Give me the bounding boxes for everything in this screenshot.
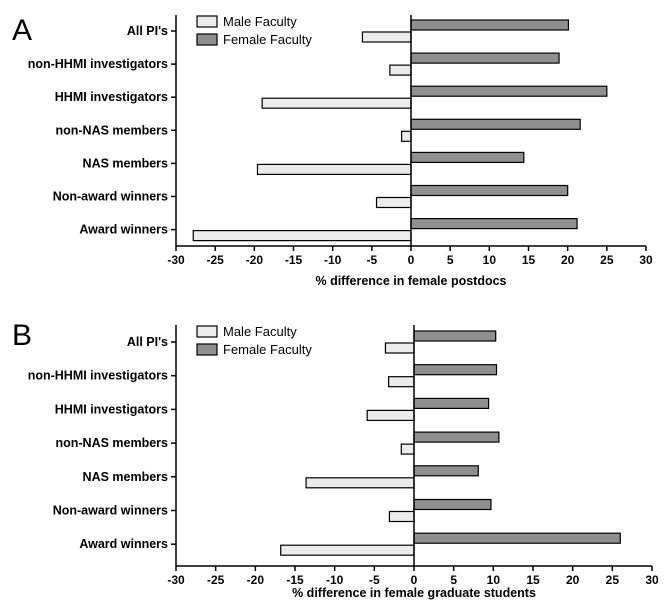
x-tick-label: -5: [366, 253, 377, 267]
x-tick-label: 30: [645, 573, 659, 587]
category-label: non-NAS members: [55, 123, 168, 137]
x-tick-label: 25: [600, 253, 614, 267]
category-label: All PI's: [127, 335, 168, 349]
x-tick-label: 20: [561, 253, 575, 267]
x-tick-label: 15: [522, 253, 536, 267]
category-label: Award winners: [79, 537, 168, 551]
bar-female-faculty: [410, 52, 560, 64]
bar-female-faculty: [413, 465, 479, 477]
chart-panel-a: A All PI's non-HHMI investigators HHMI inve…: [12, 14, 653, 288]
legend-swatch: [196, 33, 218, 46]
bar-female-faculty: [413, 330, 497, 342]
bar-female-faculty: [413, 431, 500, 443]
x-tick-label: 5: [447, 253, 454, 267]
x-axis-title: % difference in female graduate students: [292, 586, 536, 600]
bar-male-faculty: [280, 544, 415, 556]
bar-male-faculty: [384, 342, 415, 354]
x-tick-label: 0: [411, 573, 418, 587]
bar-female-faculty: [413, 364, 498, 376]
bar-female-faculty: [410, 151, 525, 163]
bar-female-faculty: [410, 85, 608, 97]
legend: Male Faculty Female Faculty: [196, 14, 312, 47]
bar-male-faculty: [305, 477, 415, 489]
legend: Male Faculty Female Faculty: [196, 324, 312, 357]
bar-male-faculty: [389, 64, 412, 76]
category-label: non-HHMI investigators: [28, 369, 168, 383]
x-tick-label: 10: [487, 573, 501, 587]
bar-male-faculty: [400, 443, 415, 455]
bar-male-faculty: [256, 163, 412, 175]
legend-label: Male Faculty: [223, 324, 297, 339]
x-tick-label: -5: [369, 573, 380, 587]
bar-male-faculty: [401, 130, 412, 142]
panel-label: B: [12, 319, 32, 352]
category-label: NAS members: [83, 156, 168, 170]
x-tick-label: -25: [207, 573, 225, 587]
x-tick-label: -15: [285, 253, 303, 267]
legend-swatch: [196, 343, 218, 356]
x-tick-label: -15: [286, 573, 304, 587]
bar-male-faculty: [192, 230, 412, 242]
category-label: Non-award winners: [53, 190, 168, 204]
category-label: HHMI investigators: [55, 402, 168, 416]
x-axis-title: % difference in female postdocs: [315, 274, 506, 288]
x-tick-label: 5: [450, 573, 457, 587]
bar-female-faculty: [413, 498, 492, 511]
bar-male-faculty: [375, 196, 412, 209]
x-tick-label: -10: [324, 253, 342, 267]
category-label: All PI's: [127, 24, 168, 38]
bar-female-faculty: [410, 19, 570, 31]
x-tick-label: -10: [326, 573, 344, 587]
x-tick-label: -30: [167, 253, 185, 267]
bar-female-faculty: [410, 218, 578, 230]
x-tick-label: -25: [206, 253, 224, 267]
x-tick-label: 25: [606, 573, 620, 587]
bar-male-faculty: [388, 376, 415, 388]
legend-swatch: [196, 15, 218, 28]
panel-label: A: [12, 14, 32, 47]
x-tick-label: 20: [566, 573, 580, 587]
category-label: Non-award winners: [53, 504, 168, 518]
category-label: NAS members: [83, 470, 168, 484]
bar-male-faculty: [366, 409, 415, 421]
legend-label: Female Faculty: [223, 32, 312, 47]
x-tick-label: -20: [246, 253, 264, 267]
category-label: non-HHMI investigators: [28, 57, 168, 71]
category-label: HHMI investigators: [55, 90, 168, 104]
bar-female-faculty: [410, 184, 569, 197]
bar-male-faculty: [261, 97, 412, 109]
x-tick-label: -20: [247, 573, 265, 587]
bar-male-faculty: [388, 510, 415, 523]
x-tick-label: 10: [483, 253, 497, 267]
bar-male-faculty: [361, 31, 412, 43]
category-label: Award winners: [79, 223, 168, 237]
bar-female-faculty: [410, 118, 581, 130]
bar-female-faculty: [413, 397, 490, 409]
chart-panel-b: B All PI's non-HHMI investigators HHMI inve…: [12, 319, 659, 600]
x-tick-label: 30: [639, 253, 653, 267]
legend-swatch: [196, 325, 218, 338]
x-tick-label: -30: [167, 573, 185, 587]
x-tick-label: 15: [526, 573, 540, 587]
legend-label: Female Faculty: [223, 342, 312, 357]
category-label: non-NAS members: [55, 436, 168, 450]
bar-female-faculty: [413, 532, 621, 544]
x-tick-label: 0: [408, 253, 415, 267]
legend-label: Male Faculty: [223, 14, 297, 29]
